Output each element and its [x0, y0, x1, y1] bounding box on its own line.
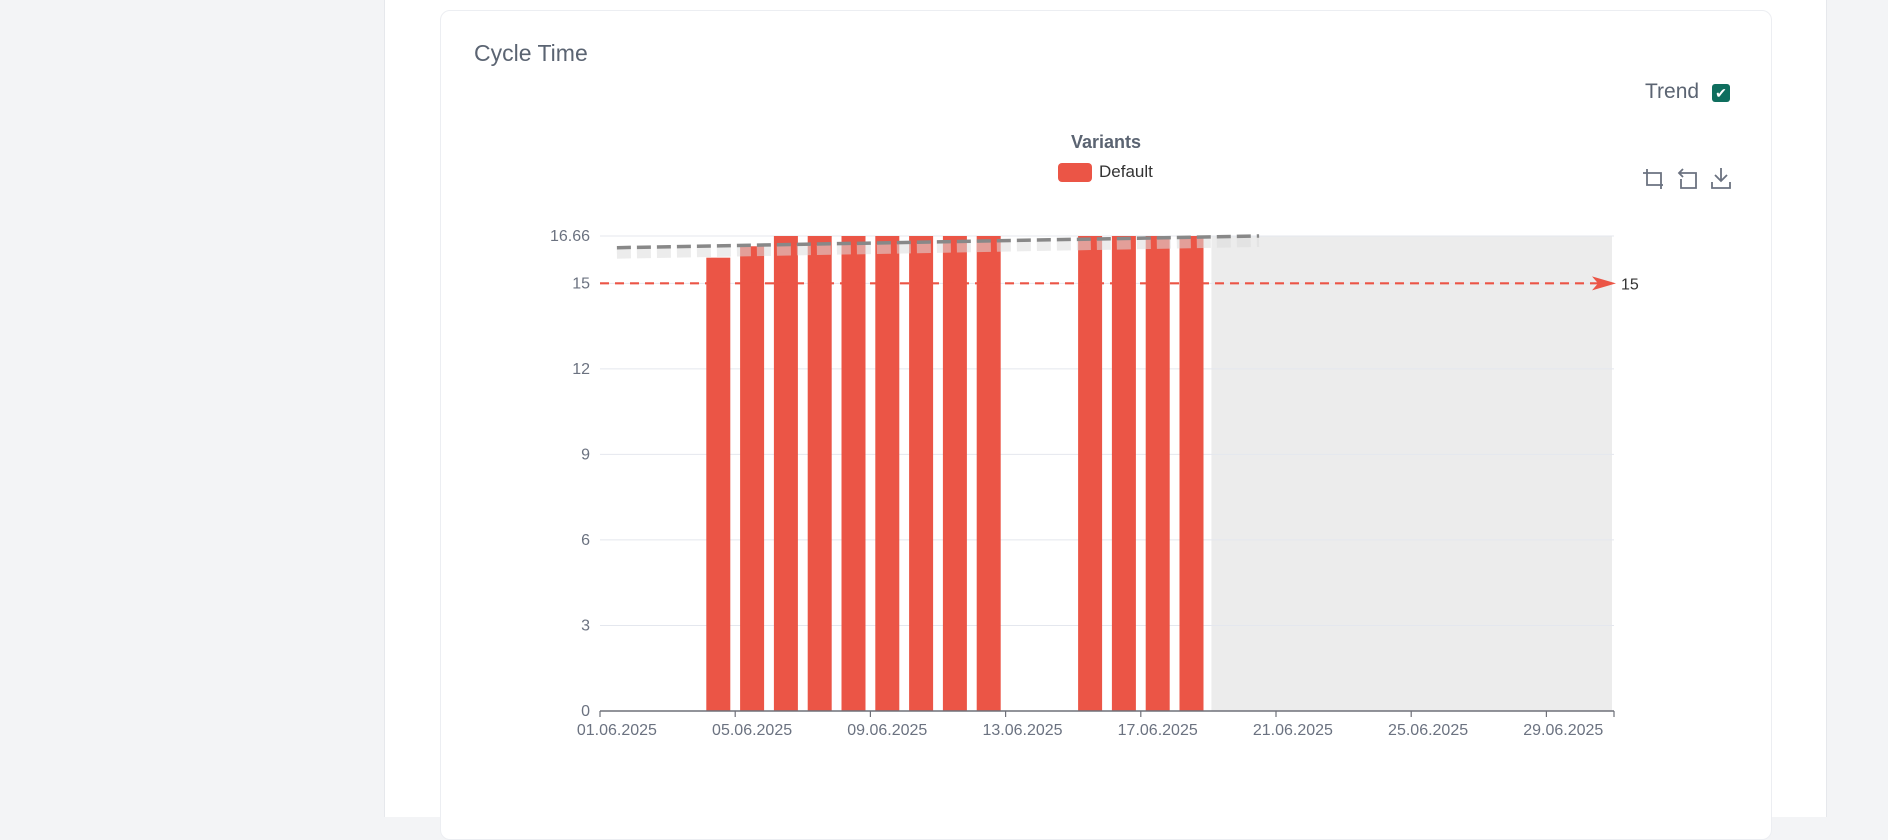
bar-series[interactable]: [706, 236, 1204, 711]
future-period-rect: [1211, 236, 1612, 711]
axes: 0 3 6 9 12 15 16.66 01.06.2025 05.06.2025 09.06.2…: [550, 228, 1615, 739]
bar[interactable]: [875, 236, 900, 711]
bar[interactable]: [841, 236, 866, 711]
cycle-time-chart: 15 0 3 6 9 12 15 16.66 01.06.2025 05.06.2025 09.0…: [550, 132, 1639, 739]
bar[interactable]: [1078, 236, 1103, 711]
zoom-icon[interactable]: [1639, 165, 1665, 191]
future-period-area: [1211, 236, 1612, 711]
target-arrow-icon: [1592, 276, 1616, 291]
target-line-label: 15: [1621, 276, 1639, 293]
bar[interactable]: [807, 236, 832, 711]
card-title: Cycle Time: [474, 40, 588, 66]
bar[interactable]: [909, 236, 934, 711]
x-tick-label: 01.06.2025: [577, 722, 657, 739]
y-tick-label: 12: [572, 361, 590, 378]
bar[interactable]: [1145, 236, 1170, 711]
bar[interactable]: [1179, 236, 1204, 711]
y-tick-label: 0: [581, 703, 590, 720]
legend[interactable]: Variants Default: [1058, 132, 1153, 182]
y-tick-label: 9: [581, 446, 590, 463]
legend-item-default[interactable]: Default: [1099, 162, 1153, 181]
x-tick-label: 13.06.2025: [982, 722, 1062, 739]
y-tick-label: 16.66: [550, 228, 590, 245]
bar[interactable]: [1111, 236, 1136, 711]
bar[interactable]: [942, 236, 967, 711]
trend-checkbox[interactable]: ✔: [1712, 84, 1730, 102]
x-tick-label: 05.06.2025: [712, 722, 792, 739]
y-tick-label: 15: [572, 275, 590, 292]
checkmark-icon: ✔: [1715, 85, 1727, 101]
y-tick-label: 3: [581, 617, 590, 634]
x-tick-label: 09.06.2025: [847, 722, 927, 739]
x-tick-label: 17.06.2025: [1118, 722, 1198, 739]
zoom-reset-icon[interactable]: [1674, 165, 1700, 191]
x-tick-label: 25.06.2025: [1388, 722, 1468, 739]
trend-label: Trend: [1645, 80, 1700, 103]
trend-line-shadow: [616, 237, 1260, 259]
bar[interactable]: [773, 236, 798, 711]
x-tick-label: 21.06.2025: [1253, 722, 1333, 739]
trend-dashed-line: [616, 234, 1260, 250]
download-icon[interactable]: [1708, 165, 1734, 191]
y-tick-label: 6: [581, 532, 590, 549]
x-tick-label: 29.06.2025: [1523, 722, 1603, 739]
trend-line: [616, 234, 1260, 259]
bar[interactable]: [976, 236, 1001, 711]
legend-swatch[interactable]: [1058, 163, 1092, 182]
bar[interactable]: [706, 257, 731, 711]
legend-title: Variants: [1071, 132, 1141, 152]
bar[interactable]: [740, 246, 765, 711]
target-line: 15: [600, 276, 1639, 293]
